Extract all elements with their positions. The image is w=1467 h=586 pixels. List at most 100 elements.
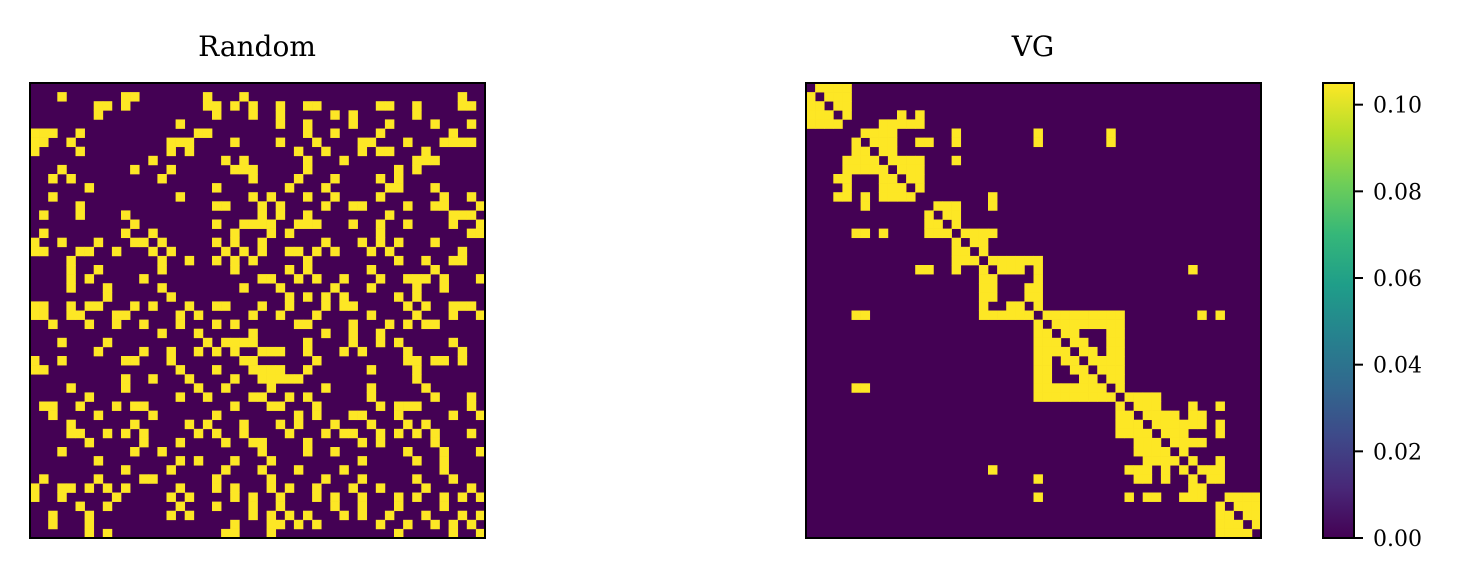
heatmap-cell [1097,310,1107,320]
heatmap-cell [39,401,49,411]
heatmap-cell [284,483,295,493]
heatmap-cell [248,365,258,375]
heatmap-cell [384,183,395,193]
heatmap-cell [202,392,213,402]
heatmap-cell [1115,383,1125,393]
heatmap-cell [412,283,422,293]
heatmap-cell [1051,346,1062,357]
heatmap-cell [75,210,85,220]
heatmap-cell [448,474,459,484]
heatmap-cell [30,246,40,257]
heatmap-cell [403,274,413,284]
heatmap-cell [257,437,267,448]
heatmap-cell [121,92,131,102]
heatmap-cell [357,456,368,466]
heatmap-cell [284,183,295,193]
heatmap-cell [988,201,998,211]
heatmap-cell [851,228,861,239]
heatmap-cell [284,301,295,311]
heatmap-cell [1124,419,1134,430]
heatmap-cell [430,201,440,211]
heatmap-cell [851,146,861,157]
heatmap-cell [978,292,989,302]
heatmap-cell [457,246,468,257]
heatmap-cell [30,128,40,138]
heatmap-cell [412,310,422,320]
heatmap-cell [412,374,422,384]
heatmap-cell [366,310,377,320]
heatmap-cell [321,328,331,339]
heatmap-cell [439,283,449,293]
heatmap-cell [57,483,67,493]
heatmap-cell [257,447,267,457]
heatmap-cell [375,519,386,530]
heatmap-cell [266,456,277,466]
heatmap-cell [266,483,277,493]
heatmap-cell [375,437,386,448]
heatmap-cell [1006,255,1016,266]
heatmap-cell [266,519,277,530]
heatmap-cell [421,383,431,393]
heatmap-cell [66,265,76,275]
heatmap-cell [1160,428,1171,439]
heatmap-cell [860,155,871,166]
heatmap-cell [1224,510,1235,521]
heatmap-cell [148,301,158,311]
heatmap-cell [1033,301,1043,311]
heatmap-cell [1033,283,1043,293]
heatmap-cell [293,410,304,421]
heatmap-cell [969,237,980,248]
heatmap-cell [375,101,386,111]
heatmap-cell [111,246,122,257]
heatmap-cell [312,401,322,411]
heatmap-cell [842,183,852,193]
heatmap-cell [66,301,76,311]
heatmap-cell [1069,356,1080,366]
heatmap-cell [230,337,240,348]
heatmap-cell [869,155,880,166]
heatmap-cell [248,492,258,502]
heatmap-cell [384,210,395,220]
heatmap-cell [293,146,304,157]
heatmap-cell [394,164,404,175]
heatmap-cell [1042,374,1053,384]
heatmap-cell [1170,456,1180,466]
heatmap-cell [1033,128,1043,138]
heatmap-cell [1160,419,1171,430]
heatmap-cell [339,346,349,357]
heatmap-cell [457,356,468,366]
heatmap-cell [1097,365,1107,375]
heatmap-cell [375,146,386,157]
heatmap-cell [157,255,167,266]
heatmap-cell [212,410,222,421]
heatmap-cell [384,246,395,257]
heatmap-cell [175,501,186,512]
heatmap-cell [887,137,898,148]
heatmap-cell [466,192,477,202]
heatmap-cell [39,365,49,375]
heatmap-cell [1215,419,1225,430]
heatmap-cell [887,146,898,157]
heatmap-cell [1033,374,1043,384]
heatmap-cell [84,528,95,539]
heatmap-cell [266,192,277,202]
heatmap-cell [1051,319,1062,330]
heatmap-cell [202,92,213,102]
heatmap-cell [860,146,871,157]
heatmap-cell [988,228,998,239]
heatmap-cell [321,201,331,211]
heatmap-cell [339,155,349,166]
heatmap-cell [1215,401,1225,411]
heatmap-cell [239,356,249,366]
heatmap-cell [330,174,340,184]
heatmap-cell [303,255,313,266]
heatmap-cell [230,319,240,330]
heatmap-cell [139,474,149,484]
heatmap-cell [121,383,131,393]
heatmap-cell [1215,474,1225,484]
heatmap-cell [466,301,477,311]
heatmap-cell [403,346,413,357]
heatmap-cell [175,119,186,129]
colorbar-ticks: 0.00 0.02 0.04 0.06 0.08 0.10 [1354,94,1422,552]
heatmap-cell [1106,310,1116,320]
